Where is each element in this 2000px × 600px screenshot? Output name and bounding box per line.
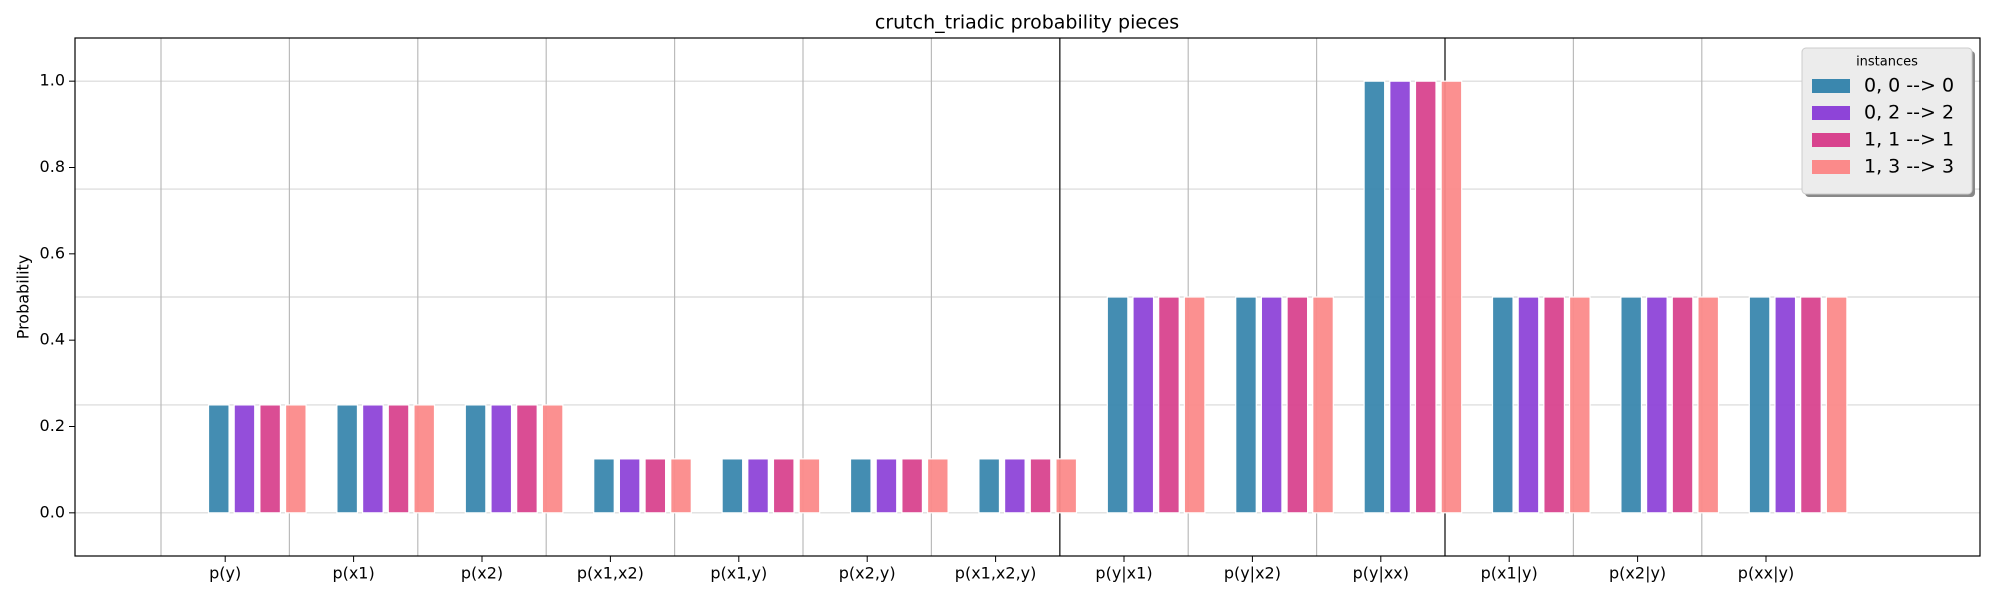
legend-swatch (1812, 79, 1850, 93)
bar (1774, 296, 1797, 514)
y-tick-label: 0.6 (40, 243, 65, 262)
bar (1235, 296, 1257, 514)
bar (1389, 80, 1411, 514)
bar (284, 404, 307, 514)
y-tick-label: 0.0 (40, 502, 65, 521)
bar (259, 404, 282, 514)
y-axis-label: Probability (14, 255, 33, 340)
bar (1132, 296, 1155, 514)
bar (901, 458, 924, 514)
bar (721, 458, 744, 514)
legend-swatch (1812, 133, 1850, 147)
x-tick-label: p(x1) (332, 564, 374, 583)
bar (387, 404, 410, 514)
bar (1491, 296, 1514, 514)
bar (336, 404, 359, 514)
legend-label: 1, 3 --> 3 (1864, 156, 1954, 178)
legend-swatch (1812, 106, 1850, 120)
bar (593, 458, 615, 514)
bar (1260, 296, 1283, 514)
legend-swatch (1812, 160, 1850, 174)
x-tick-label: p(x1,x2) (577, 564, 644, 583)
bar (1645, 296, 1668, 514)
legend-label: 0, 0 --> 0 (1864, 75, 1954, 97)
bar (978, 458, 1001, 514)
chart-title: crutch_triadic probability pieces (875, 12, 1179, 34)
bar (1620, 296, 1643, 514)
bar (1286, 296, 1309, 514)
x-tick-label: p(x2) (461, 564, 503, 583)
bar (747, 458, 769, 514)
bar (233, 404, 256, 514)
bar (1440, 80, 1463, 514)
bar (849, 458, 872, 514)
x-tick-label: p(y) (209, 564, 241, 583)
bar (413, 404, 436, 514)
bar (618, 458, 641, 514)
bar (772, 458, 795, 514)
bar (1543, 296, 1566, 514)
x-tick-label: p(x1|y) (1481, 564, 1538, 583)
bar (1825, 296, 1848, 514)
bar (541, 404, 564, 514)
bar (490, 404, 513, 514)
x-tick-label: p(x1,x2,y) (955, 564, 1037, 583)
bar (670, 458, 692, 514)
legend-label: 0, 2 --> 2 (1864, 102, 1954, 124)
bar (1158, 296, 1180, 514)
bar (1697, 296, 1720, 514)
bar (1183, 296, 1206, 514)
bar (1363, 80, 1386, 514)
bar (361, 404, 384, 514)
x-tick-label: p(xx|y) (1738, 564, 1794, 583)
bar (1029, 458, 1052, 514)
x-tick-label: p(y|x2) (1224, 564, 1281, 583)
bar (1106, 296, 1129, 514)
y-tick-label: 0.4 (40, 330, 65, 349)
x-tick-label: p(y|x1) (1095, 564, 1152, 583)
bar (516, 404, 538, 514)
bar (1055, 458, 1078, 514)
plot-frame (74, 37, 1981, 557)
bar (1312, 296, 1334, 514)
x-tick-label: p(y|xx) (1353, 564, 1409, 583)
bar (926, 458, 949, 514)
y-tick-label: 0.8 (40, 157, 65, 176)
bar (207, 404, 230, 514)
y-tick-label: 1.0 (40, 71, 65, 90)
bar (1800, 296, 1822, 514)
bar (1568, 296, 1591, 514)
bar (464, 404, 487, 514)
legend-label: 1, 1 --> 1 (1864, 129, 1954, 151)
legend-title: instances (1856, 55, 1918, 70)
bar (798, 458, 821, 514)
x-tick-label: p(x2,y) (839, 564, 896, 583)
bar (1671, 296, 1694, 514)
bar (1003, 458, 1026, 514)
x-tick-label: p(x1,y) (710, 564, 767, 583)
bar (644, 458, 667, 514)
bar (1748, 296, 1771, 514)
bar (1517, 296, 1540, 514)
x-tick-label: p(x2|y) (1609, 564, 1666, 583)
bar (875, 458, 898, 514)
y-tick-label: 0.2 (40, 416, 65, 435)
bar (1414, 80, 1437, 514)
